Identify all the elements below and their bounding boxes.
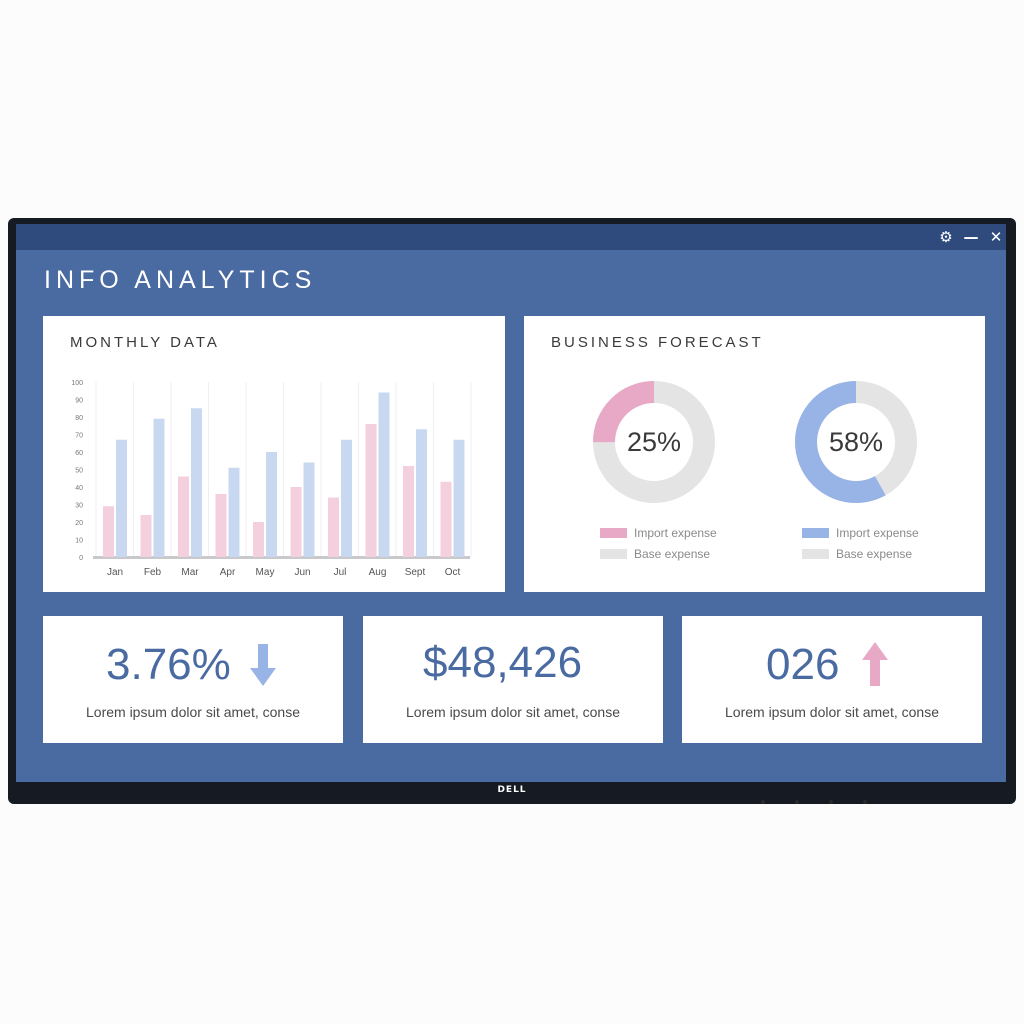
business-forecast-card: BUSINESS FORECAST 25% Import expense Bas… bbox=[524, 316, 985, 592]
title-bar: ⚙ — ✕ bbox=[16, 224, 1006, 250]
stat-card-amount: $48,426 Lorem ipsum dolor sit amet, cons… bbox=[363, 616, 663, 743]
stat-value: 026 bbox=[766, 640, 840, 689]
x-tick-label: Jun bbox=[294, 567, 310, 578]
stat-card-count: 026 Lorem ipsum dolor sit amet, conse bbox=[682, 616, 982, 743]
donut-percent-2: 58% bbox=[828, 427, 884, 457]
monitor-button[interactable] bbox=[795, 800, 799, 804]
donut-slice-import bbox=[593, 381, 715, 503]
legend-swatch bbox=[600, 549, 627, 559]
stat-description: Lorem ipsum dolor sit amet, conse bbox=[406, 704, 620, 720]
y-tick-label: 0 bbox=[79, 555, 83, 562]
x-axis-line bbox=[93, 556, 470, 559]
y-tick-label: 80 bbox=[75, 415, 83, 422]
bar bbox=[191, 408, 202, 557]
y-tick-label: 30 bbox=[75, 503, 83, 510]
bar bbox=[403, 466, 414, 557]
x-tick-label: Mar bbox=[181, 567, 199, 578]
close-icon[interactable]: ✕ bbox=[989, 228, 1003, 246]
down-arrow-icon bbox=[250, 644, 276, 686]
app-window: ⚙ — ✕ INFO ANALYTICS MONTHLY DATA 0 10 20 3… bbox=[16, 224, 1006, 782]
bar bbox=[303, 462, 315, 557]
bar bbox=[228, 467, 240, 557]
x-tick-label: Feb bbox=[144, 567, 162, 578]
y-tick-label: 90 bbox=[75, 398, 83, 405]
y-tick-label: 100 bbox=[71, 380, 83, 387]
bar bbox=[153, 418, 165, 557]
legend-swatch bbox=[600, 528, 627, 538]
y-tick-label: 60 bbox=[75, 450, 83, 457]
bar bbox=[290, 487, 302, 557]
y-tick-label: 10 bbox=[75, 538, 83, 545]
x-tick-label: Oct bbox=[445, 567, 461, 578]
stat-description: Lorem ipsum dolor sit amet, conse bbox=[86, 704, 300, 720]
bar bbox=[116, 439, 127, 557]
stat-value: 3.76% bbox=[106, 640, 231, 689]
minimize-icon[interactable]: — bbox=[963, 228, 979, 246]
monthly-data-title: MONTHLY DATA bbox=[70, 334, 220, 351]
y-tick-label: 20 bbox=[75, 520, 83, 527]
donut-chart-2: 58% bbox=[794, 380, 918, 504]
bar bbox=[416, 429, 427, 557]
monthly-data-card: MONTHLY DATA 0 10 20 30 40 50 60 70 80 90 100 Jan Fe… bbox=[43, 316, 505, 592]
monitor-button[interactable] bbox=[863, 800, 867, 804]
donut-chart-1: 25% bbox=[592, 380, 716, 504]
business-forecast-title: BUSINESS FORECAST bbox=[551, 334, 764, 351]
bar bbox=[341, 439, 352, 557]
bar bbox=[440, 481, 452, 557]
bar bbox=[253, 522, 264, 557]
bar bbox=[178, 476, 189, 557]
bar bbox=[365, 424, 377, 557]
stat-card-percent: 3.76% Lorem ipsum dolor sit amet, conse bbox=[43, 616, 343, 743]
stat-description: Lorem ipsum dolor sit amet, conse bbox=[725, 704, 939, 720]
bar bbox=[453, 439, 465, 557]
donut-slice-import bbox=[795, 381, 917, 503]
x-tick-label: Jan bbox=[107, 567, 123, 578]
stat-value: $48,426 bbox=[423, 638, 583, 687]
y-tick-label: 50 bbox=[75, 468, 83, 475]
bar bbox=[103, 506, 114, 557]
legend-swatch bbox=[802, 528, 829, 538]
bar bbox=[215, 494, 227, 557]
monitor-button[interactable] bbox=[761, 800, 765, 804]
x-tick-label: May bbox=[256, 567, 275, 578]
bar bbox=[378, 392, 390, 557]
gear-icon[interactable]: ⚙ bbox=[939, 228, 953, 246]
bar bbox=[140, 515, 152, 557]
x-tick-label: Aug bbox=[369, 567, 387, 578]
y-tick-label: 70 bbox=[75, 433, 83, 440]
page-title: INFO ANALYTICS bbox=[44, 266, 317, 294]
bar bbox=[328, 497, 339, 557]
donut-percent-1: 25% bbox=[626, 427, 682, 457]
up-arrow-icon bbox=[862, 642, 888, 686]
x-tick-label: Sept bbox=[405, 567, 426, 578]
bar bbox=[266, 452, 277, 557]
x-tick-label: Jul bbox=[334, 567, 347, 578]
monitor-button[interactable] bbox=[829, 800, 833, 804]
monthly-bar-chart: 0 10 20 30 40 50 60 70 80 90 100 Jan Feb Mar Apr May Jun… bbox=[71, 380, 472, 578]
x-tick-label: Apr bbox=[220, 567, 236, 578]
y-tick-label: 40 bbox=[75, 485, 83, 492]
dell-logo: DELL bbox=[497, 785, 527, 795]
legend-swatch bbox=[802, 549, 829, 559]
